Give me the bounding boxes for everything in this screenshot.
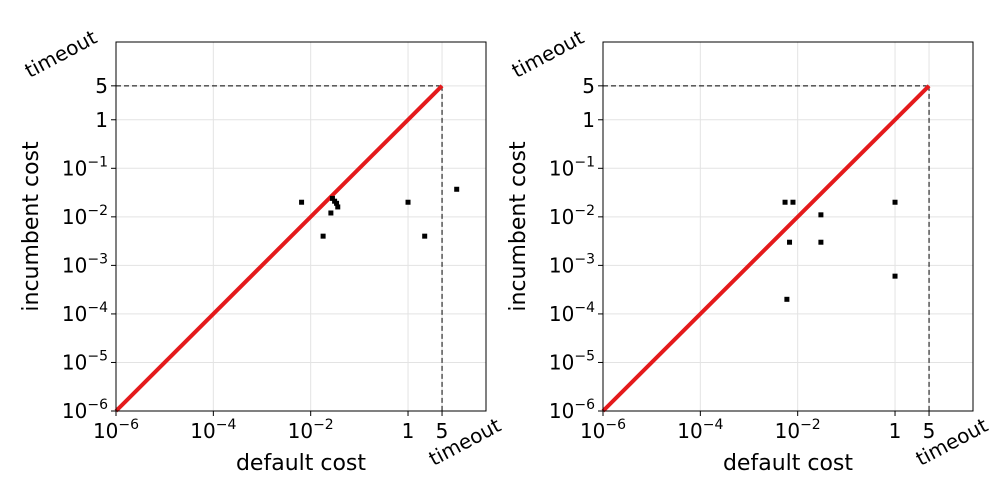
data-point: [790, 199, 796, 205]
plot-frame: [115, 41, 487, 412]
y-tick-label: 10−4: [62, 300, 108, 326]
y-tick-label: 10−4: [549, 300, 595, 326]
y-tick-label: 10−3: [62, 251, 108, 277]
y-axis-label: incumbent cost: [506, 141, 531, 312]
data-point: [334, 200, 340, 206]
x-tick-label: 10−2: [775, 417, 821, 443]
data-point: [787, 239, 793, 245]
y-tick-label: 10−5: [549, 348, 595, 374]
y-tick-label: 10−1: [549, 154, 595, 180]
data-point: [818, 212, 824, 218]
data-point: [335, 204, 341, 210]
x-tick-label: 10−2: [288, 417, 334, 443]
y-tick-label: 10−3: [549, 251, 595, 277]
data-point: [892, 273, 898, 279]
x-tick-label: 10−6: [93, 417, 139, 443]
scatter-plot-right: 10−6 10−4 10−2 1 510−610−510−410−310−210−115…: [506, 25, 992, 476]
data-point: [892, 199, 898, 205]
data-point: [320, 233, 326, 239]
data-point: [405, 199, 411, 205]
plot-frame: [602, 41, 974, 412]
x-tick-label: 1: [889, 419, 902, 443]
y-tick-label: 5: [95, 74, 108, 98]
data-point: [818, 239, 824, 245]
timeout-label-y: timeout: [508, 25, 588, 83]
x-axis-label: default cost: [236, 451, 366, 476]
y-tick-label: 1: [95, 108, 108, 132]
y-tick-label: 1: [582, 108, 595, 132]
data-point: [329, 195, 335, 201]
y-tick-label: 5: [582, 74, 595, 98]
x-axis-label: default cost: [723, 451, 853, 476]
data-point: [422, 233, 428, 239]
x-tick-label: 10−6: [580, 417, 626, 443]
x-tick-label: 5: [436, 419, 449, 443]
x-tick-label: 10−4: [190, 417, 236, 443]
scatter-plot-left: 10−6 10−4 10−2 1 510−610−510−410−310−210−115…: [19, 25, 505, 476]
x-tick-label: 10−4: [677, 417, 723, 443]
data-point: [454, 186, 460, 192]
y-tick-label: 10−5: [62, 348, 108, 374]
x-tick-label: 5: [923, 419, 936, 443]
data-point: [784, 296, 790, 302]
data-point: [299, 199, 305, 205]
data-point: [782, 199, 788, 205]
y-tick-label: 10−2: [62, 203, 108, 229]
diagonal-line: [114, 84, 444, 413]
timeout-label-y: timeout: [21, 25, 101, 83]
y-tick-label: 10−6: [549, 397, 595, 423]
y-axis-label: incumbent cost: [19, 141, 44, 312]
data-point: [328, 210, 334, 216]
diagonal-line: [601, 84, 931, 413]
x-tick-label: 1: [402, 419, 415, 443]
y-tick-label: 10−1: [62, 154, 108, 180]
y-tick-label: 10−2: [549, 203, 595, 229]
y-tick-label: 10−6: [62, 397, 108, 423]
